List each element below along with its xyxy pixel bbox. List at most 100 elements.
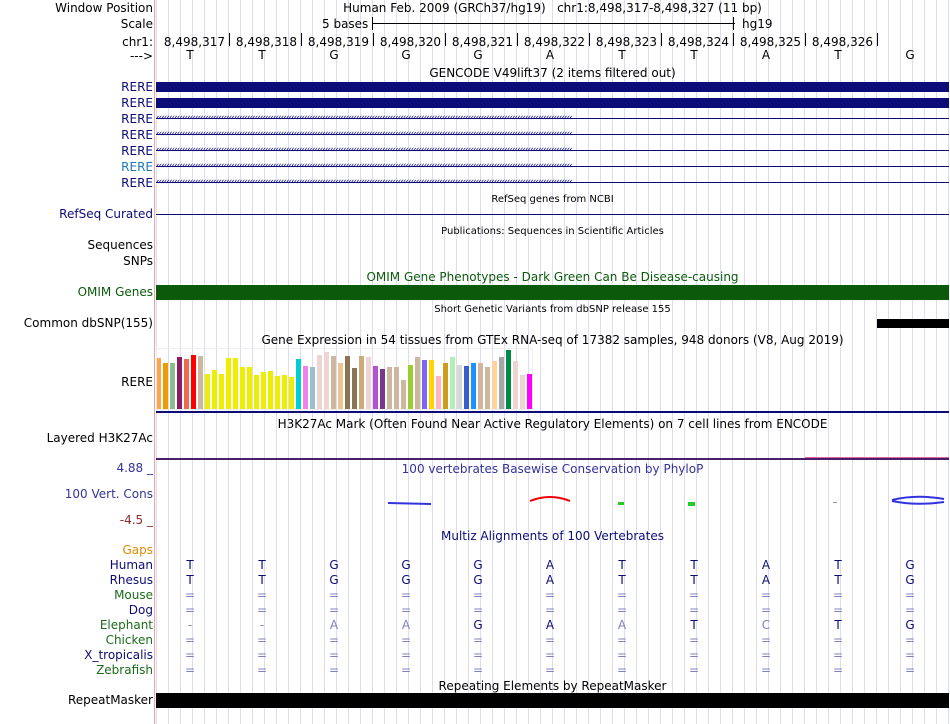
gtex-bar[interactable] <box>429 359 434 410</box>
gtex-bar[interactable] <box>436 375 441 410</box>
position-label: 8,498,317 <box>163 35 225 49</box>
gencode-label[interactable]: RERE <box>121 128 153 142</box>
omim-label[interactable]: OMIM Genes <box>77 285 153 299</box>
grid-line <box>924 0 925 724</box>
gencode-label[interactable]: RERE <box>121 80 153 94</box>
gtex-bar[interactable] <box>247 367 252 410</box>
gene-intron-line[interactable] <box>156 134 949 135</box>
gtex-bar[interactable] <box>205 373 210 410</box>
gtex-bar[interactable] <box>401 379 406 410</box>
gtex-bar[interactable] <box>261 372 266 410</box>
gtex-bar[interactable] <box>184 358 189 410</box>
cons-label[interactable]: 100 Vert. Cons <box>64 487 153 501</box>
gtex-bar[interactable] <box>226 357 231 410</box>
grid-line <box>444 0 445 724</box>
gtex-bar[interactable] <box>156 357 161 410</box>
gtex-bar[interactable] <box>219 373 224 410</box>
repeat-label[interactable]: RepeatMasker <box>67 693 153 707</box>
gencode-label[interactable]: RERE <box>121 144 153 158</box>
gtex-bar[interactable] <box>310 367 315 410</box>
gtex-bar[interactable] <box>513 360 518 410</box>
gtex-bar[interactable] <box>212 370 217 410</box>
gtex-bar[interactable] <box>485 367 490 410</box>
gene-intron-line[interactable] <box>156 118 949 119</box>
dbsnp-variant[interactable] <box>877 319 949 328</box>
species-label[interactable]: Rhesus <box>109 573 153 587</box>
gene-exon-bar[interactable] <box>156 82 949 92</box>
gtex-bar[interactable] <box>492 360 497 410</box>
gtex-bar[interactable] <box>464 366 469 410</box>
gtex-bar[interactable] <box>415 356 420 410</box>
grid-line <box>864 0 865 724</box>
gtex-bar[interactable] <box>254 374 259 410</box>
position-label: 8,498,323 <box>595 35 657 49</box>
gtex-bar[interactable] <box>499 356 504 410</box>
gtex-bar[interactable] <box>324 352 329 410</box>
omim-bar[interactable] <box>156 285 949 300</box>
repeat-bar[interactable] <box>156 693 949 708</box>
gencode-label[interactable]: RERE <box>121 96 153 110</box>
gene-intron-line[interactable] <box>156 150 949 151</box>
gencode-label[interactable]: RERE <box>121 176 153 190</box>
species-label[interactable]: X_tropicalis <box>84 648 153 662</box>
gtex-bar[interactable] <box>394 367 399 410</box>
gtex-bar[interactable] <box>443 363 448 410</box>
gene-intron-line[interactable] <box>156 182 949 183</box>
gtex-bar[interactable] <box>380 369 385 410</box>
gencode-label[interactable]: RERE <box>121 112 153 126</box>
species-label[interactable]: Dog <box>128 603 153 617</box>
gencode-label[interactable]: RERE <box>121 160 153 174</box>
gtex-bar[interactable] <box>345 355 350 410</box>
gtex-bar[interactable] <box>170 363 175 410</box>
gtex-bar[interactable] <box>191 354 196 410</box>
strand-label[interactable]: ---> <box>129 49 153 63</box>
gtex-bar[interactable] <box>275 375 280 410</box>
gtex-bar[interactable] <box>198 355 203 410</box>
gtex-bar[interactable] <box>478 363 483 410</box>
gtex-bar[interactable] <box>303 366 308 410</box>
gtex-bar[interactable] <box>422 359 427 410</box>
species-label[interactable]: Human <box>109 558 153 572</box>
gtex-bar[interactable] <box>457 365 462 410</box>
species-label[interactable]: Mouse <box>114 588 153 602</box>
gtex-bar[interactable] <box>268 371 273 410</box>
gtex-label[interactable]: RERE <box>121 375 153 389</box>
gtex-bar[interactable] <box>282 374 287 410</box>
gtex-bar[interactable] <box>506 350 511 410</box>
refseq-label[interactable]: RefSeq Curated <box>59 207 153 221</box>
h3k27-label[interactable]: Layered H3K27Ac <box>46 431 153 445</box>
gene-intron-line[interactable] <box>156 166 949 167</box>
gtex-bar[interactable] <box>177 356 182 410</box>
gtex-bar[interactable] <box>289 376 294 410</box>
gtex-bar[interactable] <box>352 368 357 410</box>
refseq-gene-line[interactable] <box>156 214 949 215</box>
gtex-bar[interactable] <box>331 355 336 410</box>
alignment-base: = <box>328 663 340 677</box>
gtex-bar[interactable] <box>163 362 168 410</box>
gtex-bar[interactable] <box>408 365 413 410</box>
gtex-bar[interactable] <box>338 363 343 410</box>
gtex-bar[interactable] <box>471 362 476 410</box>
gtex-bar[interactable] <box>366 356 371 410</box>
gtex-bar[interactable] <box>520 374 525 410</box>
species-label[interactable]: Elephant <box>99 618 153 632</box>
gtex-bar[interactable] <box>240 367 245 410</box>
gaps-label[interactable]: Gaps <box>122 543 153 557</box>
gtex-bar[interactable] <box>317 354 322 410</box>
gtex-bar[interactable] <box>296 358 301 410</box>
grid-line <box>900 0 901 724</box>
gtex-bar[interactable] <box>450 356 455 410</box>
dbsnp-label[interactable]: Common dbSNP(155) <box>23 316 153 330</box>
grid-line <box>936 0 937 724</box>
grid-line <box>876 0 877 724</box>
gtex-bar[interactable] <box>527 373 532 410</box>
gtex-bar[interactable] <box>387 367 392 410</box>
species-label[interactable]: Chicken <box>105 633 153 647</box>
gtex-bar[interactable] <box>233 357 238 410</box>
gtex-bar[interactable] <box>359 355 364 410</box>
gtex-bar[interactable] <box>373 366 378 410</box>
snps-label[interactable]: SNPs <box>123 254 153 268</box>
species-label[interactable]: Zebrafish <box>96 663 153 677</box>
gene-exon-bar[interactable] <box>156 98 949 108</box>
sequences-label[interactable]: Sequences <box>87 238 153 252</box>
